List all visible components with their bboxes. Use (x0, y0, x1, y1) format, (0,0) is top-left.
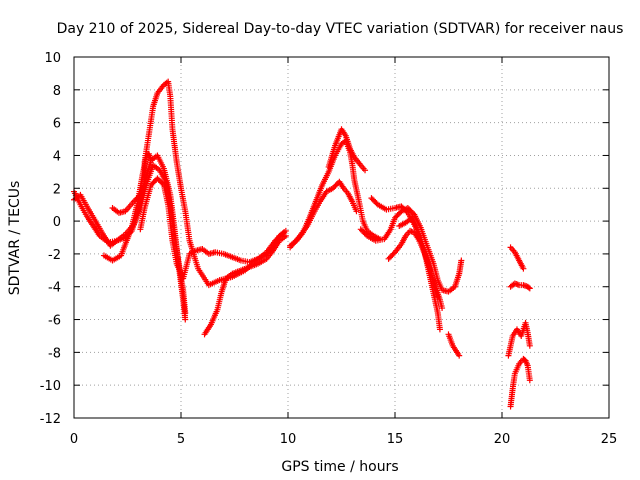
y-tick-label: 4 (53, 149, 61, 164)
data-point (353, 208, 360, 215)
data-points (71, 78, 533, 410)
data-point (159, 180, 166, 187)
data-point (409, 210, 416, 217)
data-point (525, 284, 532, 291)
series-track-p (507, 280, 533, 292)
y-tick-label: -10 (40, 379, 61, 394)
series-track-m (396, 214, 441, 300)
y-tick-label: -12 (40, 412, 61, 427)
series-track-o (507, 244, 527, 272)
x-tick-label: 25 (601, 432, 618, 447)
y-tick-label: 10 (44, 51, 61, 66)
series-track-f (201, 232, 289, 338)
series-track-q (507, 355, 533, 410)
y-tick-label: 2 (53, 182, 61, 197)
data-point (456, 352, 463, 359)
y-axis-label: SDTVAR / TECUs (7, 181, 23, 296)
chart-title: Day 210 of 2025, Sidereal Day-to-day VTE… (57, 21, 624, 37)
y-tick-label: -4 (48, 281, 61, 296)
series-track-e (137, 175, 287, 282)
x-tick-label: 0 (70, 432, 78, 447)
data-point (458, 257, 465, 264)
series-track-h (287, 178, 360, 251)
grid-lines (74, 57, 609, 418)
data-point (182, 316, 189, 323)
series-track-r (505, 319, 533, 359)
data-point (362, 167, 369, 174)
y-tick-label: -2 (48, 248, 61, 263)
series-track-n (445, 331, 463, 359)
data-point (526, 285, 533, 292)
data-point (526, 342, 533, 349)
data-point (439, 305, 446, 312)
y-tick-label: 8 (53, 84, 61, 99)
data-point (434, 293, 441, 300)
y-tick-label: -8 (48, 346, 61, 361)
x-tick-label: 10 (280, 432, 297, 447)
x-axis-label: GPS time / hours (281, 459, 398, 475)
y-tick-label: -6 (48, 314, 61, 329)
x-tick-label: 20 (494, 432, 511, 447)
data-point (526, 377, 533, 384)
data-point (148, 157, 155, 164)
series-track-i (325, 126, 369, 174)
data-point (282, 232, 289, 239)
y-tick-label: 0 (53, 215, 61, 230)
data-point (136, 193, 143, 200)
axis-ticks: 0 5 10 15 20 25 -12 -10 -8 -6 -4 -2 0 2 4 6 8 10 (40, 51, 618, 447)
data-point (520, 265, 527, 272)
data-point (403, 208, 410, 215)
data-point (182, 309, 189, 316)
x-tick-label: 15 (387, 432, 404, 447)
x-tick-label: 5 (177, 432, 185, 447)
data-point (436, 326, 443, 333)
y-tick-label: 6 (53, 117, 61, 132)
plot-frame (73, 56, 610, 419)
